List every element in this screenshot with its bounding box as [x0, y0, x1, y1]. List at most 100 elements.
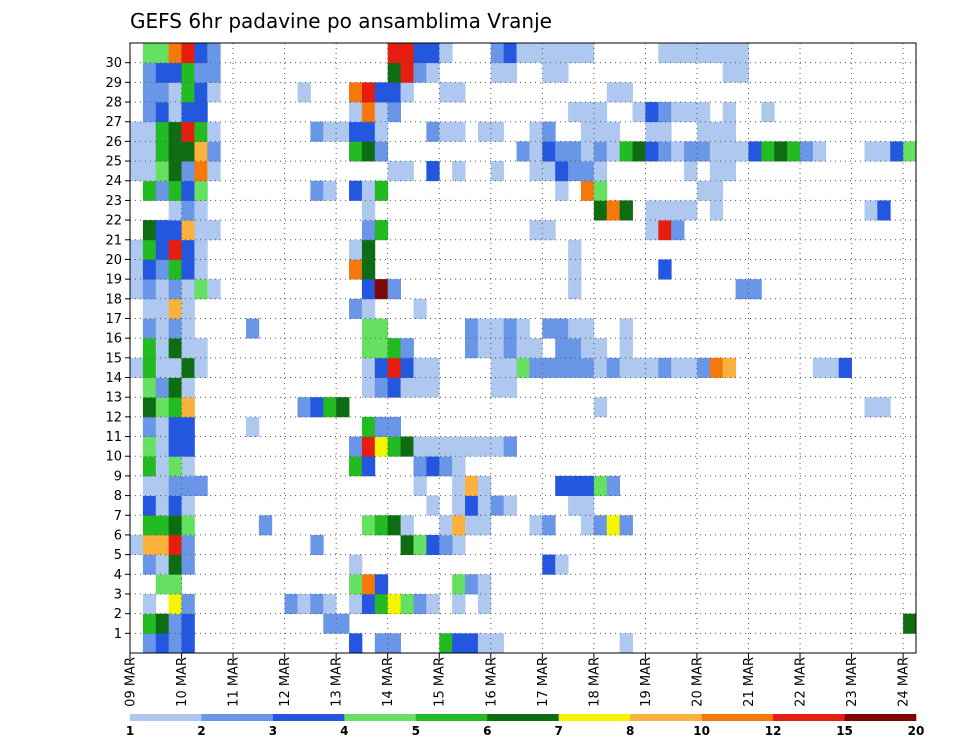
heatmap-cell: [349, 593, 363, 615]
colorbar-swatch: [701, 714, 774, 721]
heatmap-cells: [130, 43, 917, 654]
heatmap-cell: [593, 200, 608, 221]
heatmap-cell: [748, 279, 762, 300]
x-tick-label: 24 MAR: [897, 657, 912, 707]
heatmap-cell: [155, 161, 170, 182]
heatmap-cell: [142, 515, 157, 536]
heatmap-cell: [297, 593, 311, 615]
heatmap-cell: [155, 456, 170, 477]
y-tick-label: 12: [105, 410, 122, 425]
heatmap-cell: [503, 495, 517, 516]
heatmap-cell: [130, 161, 144, 182]
heatmap-cell: [387, 593, 401, 615]
heatmap-cell: [761, 102, 775, 123]
heatmap-cell: [593, 161, 608, 182]
heatmap-cell: [142, 377, 157, 398]
heatmap-cell: [168, 416, 182, 437]
heatmap-cell: [490, 357, 505, 378]
heatmap-cell: [490, 377, 505, 398]
heatmap-cell: [580, 495, 595, 516]
heatmap-cell: [387, 416, 401, 437]
heatmap-cell: [503, 338, 517, 359]
heatmap-cell: [142, 318, 157, 339]
heatmap-cell: [722, 161, 737, 182]
heatmap-cell: [439, 515, 453, 536]
colorbar-label: 2: [197, 724, 205, 738]
heatmap-cell: [168, 161, 182, 182]
heatmap-cell: [671, 141, 685, 162]
heatmap-cell: [142, 220, 157, 241]
heatmap-cell: [194, 338, 208, 359]
heatmap-cell: [155, 416, 170, 437]
heatmap-cell: [452, 456, 466, 477]
heatmap-cell: [671, 200, 685, 221]
heatmap-cell: [181, 534, 195, 556]
heatmap-cell: [439, 43, 453, 64]
heatmap-cell: [155, 377, 170, 398]
heatmap-cell: [207, 279, 221, 300]
heatmap-cell: [568, 239, 582, 260]
heatmap-cell: [374, 515, 389, 536]
heatmap-cell: [465, 495, 479, 516]
heatmap-cell: [168, 239, 182, 260]
heatmap-cell: [207, 121, 221, 142]
colorbar-swatch: [130, 714, 202, 721]
heatmap-cell: [168, 574, 182, 595]
heatmap-cell: [181, 220, 195, 241]
y-tick-label: 29: [105, 76, 122, 91]
heatmap-cell: [142, 82, 157, 103]
heatmap-cell: [658, 220, 672, 241]
heatmap-cell: [349, 180, 363, 201]
heatmap-cell: [696, 102, 711, 123]
heatmap-cell: [168, 259, 182, 280]
heatmap-cell: [349, 633, 363, 654]
x-tick-label: 18 MAR: [587, 657, 602, 707]
heatmap-cell: [877, 200, 891, 221]
heatmap-cell: [903, 613, 917, 634]
heatmap-cell: [181, 141, 195, 162]
heatmap-cell: [400, 593, 414, 615]
heatmap-cell: [671, 357, 685, 378]
heatmap-cell: [155, 121, 170, 142]
heatmap-cell: [142, 62, 157, 83]
heatmap-cell: [155, 574, 170, 595]
heatmap-cell: [400, 161, 414, 182]
heatmap-cell: [709, 180, 724, 201]
heatmap-cell: [194, 239, 208, 260]
heatmap-cell: [336, 397, 350, 418]
colorbar-swatch: [415, 714, 488, 721]
heatmap-cell: [568, 495, 582, 516]
heatmap-cell: [465, 475, 479, 496]
heatmap-cell: [142, 397, 157, 418]
heatmap-cell: [387, 279, 401, 300]
heatmap-cell: [555, 554, 569, 575]
y-tick-label: 27: [105, 115, 122, 130]
colorbar-label: 1: [126, 724, 134, 738]
heatmap-cell: [580, 318, 595, 339]
y-tick-label: 7: [114, 509, 122, 524]
heatmap-cell: [207, 43, 221, 64]
heatmap-cell: [155, 357, 170, 378]
heatmap-cell: [374, 121, 389, 142]
y-tick-label: 21: [105, 233, 122, 248]
heatmap-cell: [722, 43, 737, 64]
heatmap-cell: [181, 102, 195, 123]
heatmap-cell: [194, 180, 208, 201]
heatmap-cell: [542, 43, 556, 64]
plot-frame: [129, 42, 917, 654]
heatmap-cell: [374, 220, 389, 241]
heatmap-cell: [142, 239, 157, 260]
x-tick-label: 21 MAR: [742, 657, 757, 707]
heatmap-cell: [374, 141, 389, 162]
heatmap-cell: [696, 121, 711, 142]
heatmap-cell: [658, 357, 672, 378]
heatmap-cell: [477, 495, 492, 516]
heatmap-cell: [439, 456, 453, 477]
heatmap-cell: [632, 357, 646, 378]
heatmap-cell: [361, 82, 376, 103]
heatmap-cell: [568, 141, 582, 162]
heatmap-cell: [323, 397, 337, 418]
heatmap-cell: [477, 515, 492, 536]
heatmap-cell: [645, 121, 659, 142]
heatmap-cell: [168, 475, 182, 496]
